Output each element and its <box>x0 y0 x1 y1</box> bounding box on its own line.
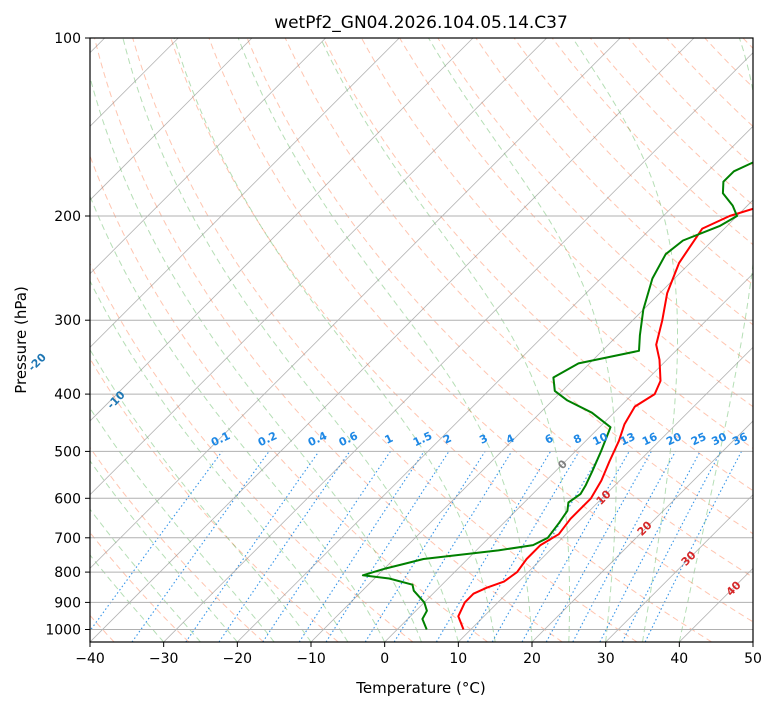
moist-adiabat-line <box>320 38 569 642</box>
dry-adiabat-line <box>56 38 487 642</box>
y-tick-label: 800 <box>54 565 81 581</box>
isotherm-line <box>0 38 399 642</box>
dry-adiabat-line <box>0 38 264 642</box>
isotherm-line <box>385 38 775 642</box>
isotherm-line <box>90 38 694 642</box>
isotherm-line <box>458 38 775 642</box>
mixing-ratio-label: 0.6 <box>337 429 360 449</box>
isotherm-line <box>0 38 252 642</box>
mixing-ratio-label: 0.2 <box>256 429 279 449</box>
moist-adiabat-label: 0 <box>555 457 570 472</box>
mixing-ratio-label: 16 <box>640 430 660 448</box>
x-tick-label: 40 <box>670 651 688 667</box>
dry-adiabat-line <box>667 38 775 642</box>
mixing-ratio-label: 36 <box>730 430 750 448</box>
moist-adiabat-line <box>123 38 458 642</box>
moist-adiabat-line <box>0 38 237 642</box>
isotherm-line <box>311 38 775 642</box>
moist-adiabat-label: 40 <box>724 578 744 598</box>
mixing-ratio-line <box>299 451 424 642</box>
isotherm-line <box>679 38 775 642</box>
y-tick-label: 100 <box>54 31 81 47</box>
mixing-ratio-line <box>546 451 651 642</box>
moist-adiabat-label: 20 <box>635 518 655 538</box>
mixing-ratio-label: 0.4 <box>306 429 329 449</box>
dry-adiabat-line <box>552 38 775 642</box>
x-tick-label: 10 <box>449 651 467 667</box>
dry-adiabat-label: -10 <box>104 388 127 411</box>
mixing-ratio-line <box>326 451 449 642</box>
moist-adiabat-line <box>174 38 495 642</box>
mixing-ratio-line <box>645 451 741 642</box>
mixing-ratio-label: 6 <box>543 432 556 447</box>
x-tick-label: 30 <box>597 651 615 667</box>
y-tick-label: 400 <box>54 387 81 403</box>
y-tick-label: 900 <box>54 595 81 611</box>
x-tick-label: 0 <box>380 651 389 667</box>
isotherm-line <box>0 38 547 642</box>
isotherm-line <box>16 38 620 642</box>
mixing-ratio-line <box>82 451 222 642</box>
isotherm-line <box>0 38 326 642</box>
mixing-ratio-label: 1 <box>383 432 395 447</box>
y-tick-label: 1000 <box>45 623 81 639</box>
dry-adiabat-line <box>743 38 775 642</box>
y-tick-label: 200 <box>54 209 81 225</box>
x-tick-label: −30 <box>149 651 179 667</box>
dry-adiabat-line <box>514 38 775 642</box>
mixing-ratio-line <box>219 451 350 642</box>
isotherm-line <box>753 38 775 642</box>
y-tick-label: 700 <box>54 531 81 547</box>
dry-adiabat-line <box>0 38 338 642</box>
dry-adiabat-line <box>18 38 413 642</box>
moist-adiabat-line <box>0 38 311 642</box>
mixing-ratio-line <box>436 451 550 642</box>
x-tick-label: −40 <box>75 651 105 667</box>
y-axis-label: Pressure (hPa) <box>12 286 30 394</box>
chart-title: wetPf2_GN04.2026.104.05.14.C37 <box>274 13 568 33</box>
x-tick-label: 20 <box>523 651 541 667</box>
x-tick-label: −20 <box>223 651 253 667</box>
mixing-ratio-label: 25 <box>689 430 708 448</box>
plot-area <box>0 38 775 642</box>
y-tick-label: 500 <box>54 444 81 460</box>
dry-adiabat-line <box>590 38 775 642</box>
dry-adiabat-line <box>171 38 712 642</box>
x-tick-label: −10 <box>296 651 326 667</box>
moist-adiabat-line <box>0 38 201 642</box>
mixing-ratio-label: 2 <box>441 432 453 447</box>
mixing-ratio-label: 1.5 <box>411 429 434 449</box>
dry-adiabat-line <box>476 38 775 642</box>
mixing-ratio-line <box>263 451 391 642</box>
mixing-ratio-label: 30 <box>710 430 730 448</box>
mixing-ratio-label: 0.1 <box>209 429 232 449</box>
mixing-ratio-line <box>600 451 700 642</box>
temperature-profile-line <box>458 38 775 630</box>
dry-adiabat-line <box>705 38 775 642</box>
y-tick-label: 600 <box>54 491 81 507</box>
moist-adiabat-line <box>0 38 274 642</box>
dewpoint-profile-line <box>363 38 775 630</box>
y-tick-label: 300 <box>54 313 81 329</box>
mixing-ratio-label: 4 <box>504 432 517 447</box>
moist-adiabat-line <box>573 38 678 642</box>
plot-frame <box>90 38 753 642</box>
moist-adiabat-line <box>15 38 348 642</box>
x-tick-label: 50 <box>744 651 762 667</box>
x-axis-label: Temperature (°C) <box>355 679 485 697</box>
